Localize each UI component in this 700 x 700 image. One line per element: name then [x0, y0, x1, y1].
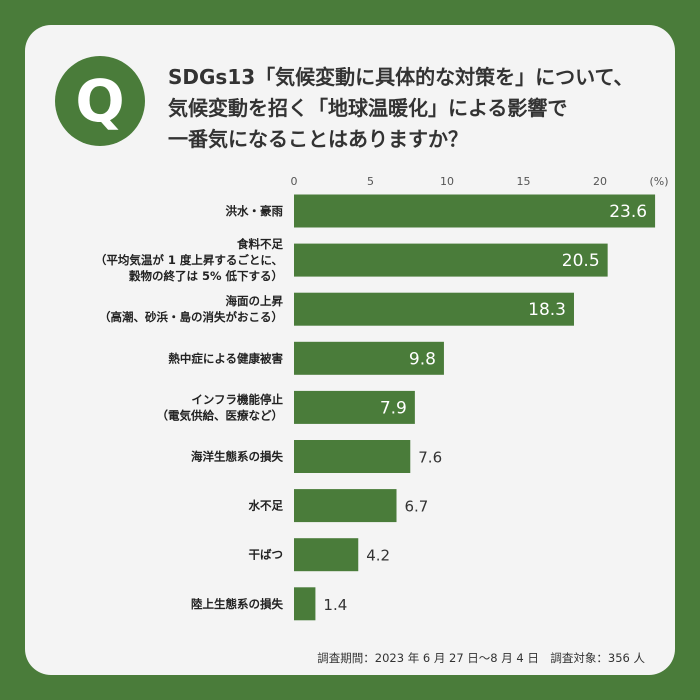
data-label: 4.2 [366, 547, 390, 565]
bar [294, 587, 316, 621]
x-tick-label: 10 [440, 175, 454, 188]
x-tick-label: 15 [517, 175, 531, 188]
category-label: （平均気温が 1 度上昇するごとに、 [95, 253, 283, 267]
q-badge-icon: Q [55, 56, 145, 146]
data-label: 6.7 [405, 498, 429, 516]
bar [294, 341, 444, 375]
category-label: 海洋生態系の損失 [191, 450, 283, 464]
bar [294, 538, 359, 572]
data-label: 23.6 [609, 202, 647, 222]
category-label: 穀物の終了は 5% 低下する） [128, 269, 283, 283]
data-label: 1.4 [323, 596, 347, 614]
bar [294, 243, 608, 277]
data-label: 7.6 [418, 449, 442, 467]
category-label: 海面の上昇 [226, 294, 284, 308]
category-label: 食料不足 [237, 237, 283, 251]
category-label: 干ばつ [249, 548, 284, 562]
survey-footnote: 調査期間：2023 年 6 月 27 日〜8 月 4 日 調査対象：356 人 [317, 651, 645, 665]
x-tick-label: 0 [291, 175, 298, 188]
data-label: 9.8 [409, 349, 436, 369]
data-label: 7.9 [380, 398, 407, 418]
x-tick-label: 20 [593, 175, 607, 188]
x-tick-label: 5 [367, 175, 374, 188]
category-label: （電気供給、医療など） [157, 408, 284, 422]
question-line-1: SDGs13「気候変動に具体的な対策を」について、 [168, 65, 634, 89]
question-line-2: 気候変動を招く「地球温暖化」による影響で [168, 96, 568, 120]
unit-label: (%) [649, 175, 668, 188]
bar [294, 292, 574, 326]
bar [294, 489, 397, 523]
category-label: 水不足 [249, 499, 284, 513]
data-label: 18.3 [528, 300, 566, 320]
category-label: 熱中症による健康被害 [168, 351, 283, 365]
data-label: 20.5 [562, 251, 600, 271]
question-text: SDGs13「気候変動に具体的な対策を」について、 気候変動を招く「地球温暖化」… [168, 62, 668, 155]
question-line-3: 一番気になることはありますか？ [168, 127, 468, 151]
bar [294, 390, 415, 424]
category-label: 洪水・豪雨 [226, 204, 284, 218]
category-label: 陸上生態系の損失 [191, 597, 283, 611]
category-label: インフラ機能停止 [191, 392, 283, 406]
bar [294, 194, 656, 228]
bar [294, 440, 411, 473]
category-label: （高潮、砂浜・島の消失がおこる） [99, 310, 283, 324]
